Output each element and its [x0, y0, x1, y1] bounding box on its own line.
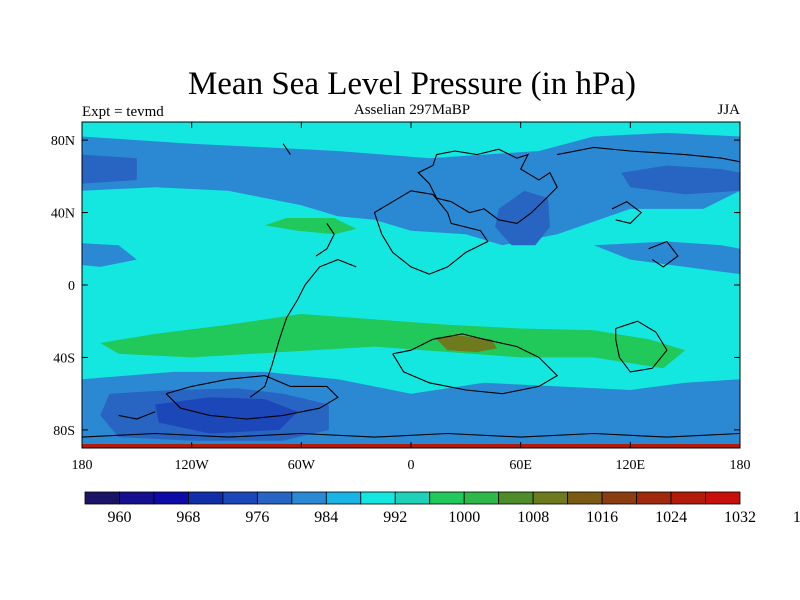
pressure-region-980 [82, 154, 137, 184]
colorbar-tick-label: 1000 [448, 509, 480, 526]
y-tick-label: 40N [51, 207, 75, 222]
colorbar-swatch [601, 491, 637, 505]
coastline [615, 320, 668, 373]
colorbar-swatch [325, 491, 362, 505]
coastline [118, 411, 156, 420]
chart-title: Mean Sea Level Pressure (in hPa) [188, 66, 636, 102]
colorbar-swatch [394, 491, 431, 505]
colorbar-swatch [705, 491, 741, 505]
coastline [392, 333, 559, 395]
colorbar-tick-label: 992 [383, 509, 407, 526]
coastline [648, 240, 679, 268]
pressure-region-988 [593, 241, 740, 275]
colorbar-swatch [532, 491, 569, 505]
colorbar-swatch [84, 491, 120, 505]
coastline-layer [81, 143, 741, 438]
x-tick-label: 180 [730, 458, 751, 473]
x-tick-label: 180 [72, 458, 93, 473]
colorbar-tick-label: 976 [245, 509, 269, 526]
x-tick-label: 0 [408, 458, 415, 473]
coastline [249, 259, 357, 398]
colorbar-swatch [498, 491, 534, 505]
x-tick-label: 120E [616, 458, 646, 473]
coastline [81, 432, 741, 438]
colorbar-tick-label: 1016 [586, 509, 618, 526]
colorbar-tick-label: 1040 [793, 509, 800, 526]
colorbar-swatch [360, 491, 396, 505]
axis-ticks: 180 120W 60W 0 60E 120E 180 80N 40N 0 40S 80S [51, 122, 751, 473]
colorbar-swatch [256, 491, 293, 505]
pressure-region-980 [495, 190, 550, 246]
y-tick-label: 40S [53, 351, 75, 366]
coastline [611, 201, 643, 225]
pressure-region-1004 [100, 314, 686, 369]
coastline [373, 190, 489, 275]
colorbar-swatch [188, 491, 224, 505]
colorbar-swatch [636, 491, 672, 505]
colorbar-tick-label: 968 [176, 509, 200, 526]
colorbar-tick-label: 1008 [517, 509, 549, 526]
subtitle-right: JJA [717, 102, 740, 118]
colorbar-swatch [222, 491, 258, 505]
colorbar-swatch [119, 491, 155, 505]
colorbar-tick-label: 984 [314, 509, 338, 526]
pressure-region-980 [621, 165, 740, 195]
pressure-region-988 [82, 132, 740, 246]
x-tick-label: 60E [509, 458, 532, 473]
pressure-region-972 [155, 397, 298, 434]
coastline [165, 375, 339, 420]
subtitle-left: Expt = tevmd [82, 104, 164, 120]
coastline [417, 148, 558, 224]
coastline [557, 146, 741, 163]
pressure-region-988 [82, 243, 137, 267]
y-tick-label: 80S [53, 424, 75, 439]
colorbar-swatch [463, 491, 500, 505]
colorbar-tick-label: 1024 [655, 509, 687, 526]
colorbar-swatch [567, 491, 603, 505]
plot-area [82, 122, 740, 448]
colorbar-tick-label: 1032 [724, 509, 756, 526]
y-tick-label: 0 [68, 279, 75, 294]
pressure-region-1004 [264, 218, 357, 235]
coastline [282, 143, 291, 155]
y-tick-label: 80N [51, 134, 75, 149]
pressure-region-1012 [434, 335, 497, 352]
colorbar-swatch [291, 491, 327, 505]
colorbar-swatch [429, 491, 465, 505]
x-tick-label: 120W [175, 458, 210, 473]
colorbar-swatch [670, 491, 706, 505]
coastline [315, 223, 335, 257]
subtitle-center: Asselian 297MaBP [354, 102, 470, 118]
colorbar-swatch [153, 491, 189, 505]
colorbar: 960 968 976 984 992 1000 1008 1016 1024 1032 1040 [84, 491, 800, 526]
colorbar-tick-label: 960 [108, 509, 132, 526]
x-tick-label: 60W [288, 458, 316, 473]
